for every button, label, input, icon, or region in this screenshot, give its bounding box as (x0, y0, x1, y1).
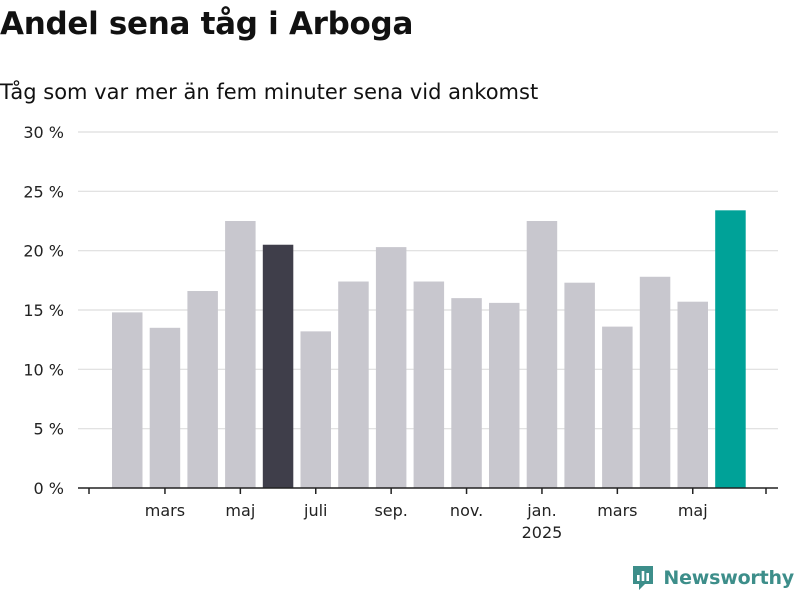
y-tick-label: 30 % (23, 123, 64, 142)
bar (602, 326, 633, 488)
y-tick-label: 20 % (23, 242, 64, 261)
bar (300, 331, 331, 488)
bar (564, 282, 595, 488)
bar (149, 327, 181, 488)
x-tick-label: sep. (374, 501, 407, 520)
y-tick-label: 5 % (34, 420, 64, 439)
bar (375, 247, 407, 488)
bar (187, 291, 218, 488)
newsworthy-logo-icon (633, 566, 654, 590)
x-tick-label: maj (678, 501, 708, 520)
y-tick-label: 25 % (23, 182, 64, 201)
bar (489, 302, 520, 488)
x-tick-label: jan. (526, 501, 556, 520)
bars (112, 210, 746, 488)
bar (262, 244, 294, 488)
x-tick-year-label: 2025 (522, 523, 563, 542)
x-tick-label: mars (145, 501, 185, 520)
x-tick-label: juli (303, 501, 327, 520)
x-tick-label: maj (225, 501, 255, 520)
x-axis (78, 487, 778, 494)
bar (526, 221, 558, 488)
bar (451, 298, 482, 488)
x-axis-ticks: mars maj juli sep. nov. jan. 2025 mars maj (145, 488, 708, 542)
y-tick-label: 10 % (23, 360, 64, 379)
chart-title: Andel sena tåg i Arboga (0, 6, 414, 42)
bar (413, 281, 445, 488)
x-tick-label: mars (597, 501, 637, 520)
chart-subtitle: Tåg som var mer än fem minuter sena vid … (0, 80, 539, 104)
bar (112, 312, 143, 488)
bar (639, 276, 671, 488)
bar (338, 281, 369, 488)
y-tick-label: 15 % (23, 301, 64, 320)
y-axis-ticks: 0 % 5 % 10 % 15 % 20 % 25 % 30 % (23, 123, 64, 498)
bar (225, 221, 256, 488)
y-tick-label: 0 % (34, 479, 64, 498)
x-tick-label: nov. (450, 501, 483, 520)
bar (715, 210, 746, 488)
bar (677, 301, 708, 488)
brand-name: Newsworthy (663, 567, 794, 589)
brand-logo: Newsworthy (631, 564, 794, 592)
